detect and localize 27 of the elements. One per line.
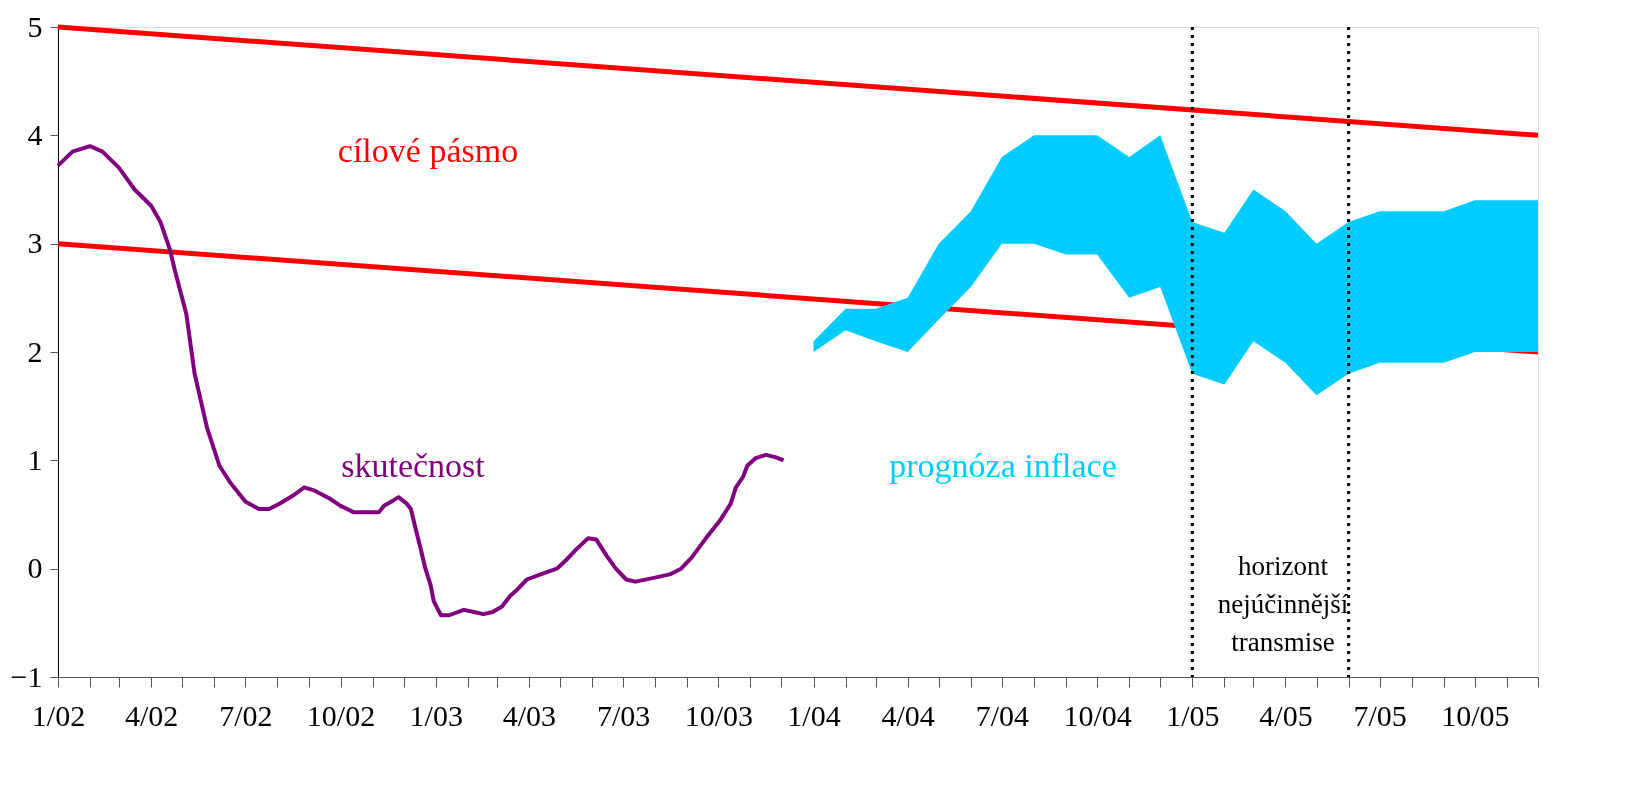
y-tick-label: 4 [27, 117, 43, 151]
x-tick-label: 7/02 [219, 698, 273, 732]
x-tick-label: 1/03 [409, 698, 463, 732]
legend-label: prognóza inflace [889, 447, 1117, 484]
x-tick-label: 1/02 [31, 698, 86, 732]
x-tick-label: 10/05 [1441, 698, 1510, 732]
annotation: horizont nejúčinnější transmise [1217, 551, 1349, 657]
x-tick-label: 4/03 [502, 698, 557, 732]
y-tick-label: 1 [27, 442, 43, 476]
x-tick-label: 4/02 [124, 698, 179, 732]
x-tick-label: 4/04 [881, 698, 935, 732]
y-tick-label: 5 [27, 9, 43, 43]
x-tick-label: 10/03 [684, 698, 753, 732]
series-label: skutečnost [341, 447, 486, 484]
y-tick-label: 2 [27, 334, 43, 368]
x-tick-label: 7/04 [975, 698, 1030, 732]
y-tick-label: −1 [10, 659, 43, 693]
x-tick-label: 1/04 [787, 698, 841, 732]
x-tick-label: 10/02 [306, 698, 376, 732]
x-tick-label: 7/05 [1353, 698, 1407, 732]
text: cílové pásmo [337, 132, 519, 169]
y-tick-label: 3 [27, 226, 43, 260]
x-tick-label: 1/05 [1166, 698, 1220, 732]
x-tick-label: 4/05 [1259, 698, 1313, 732]
y-tick-label: 0 [27, 551, 43, 585]
x-tick-label: 7/03 [596, 698, 651, 732]
x-tick-label: 10/04 [1063, 698, 1132, 732]
